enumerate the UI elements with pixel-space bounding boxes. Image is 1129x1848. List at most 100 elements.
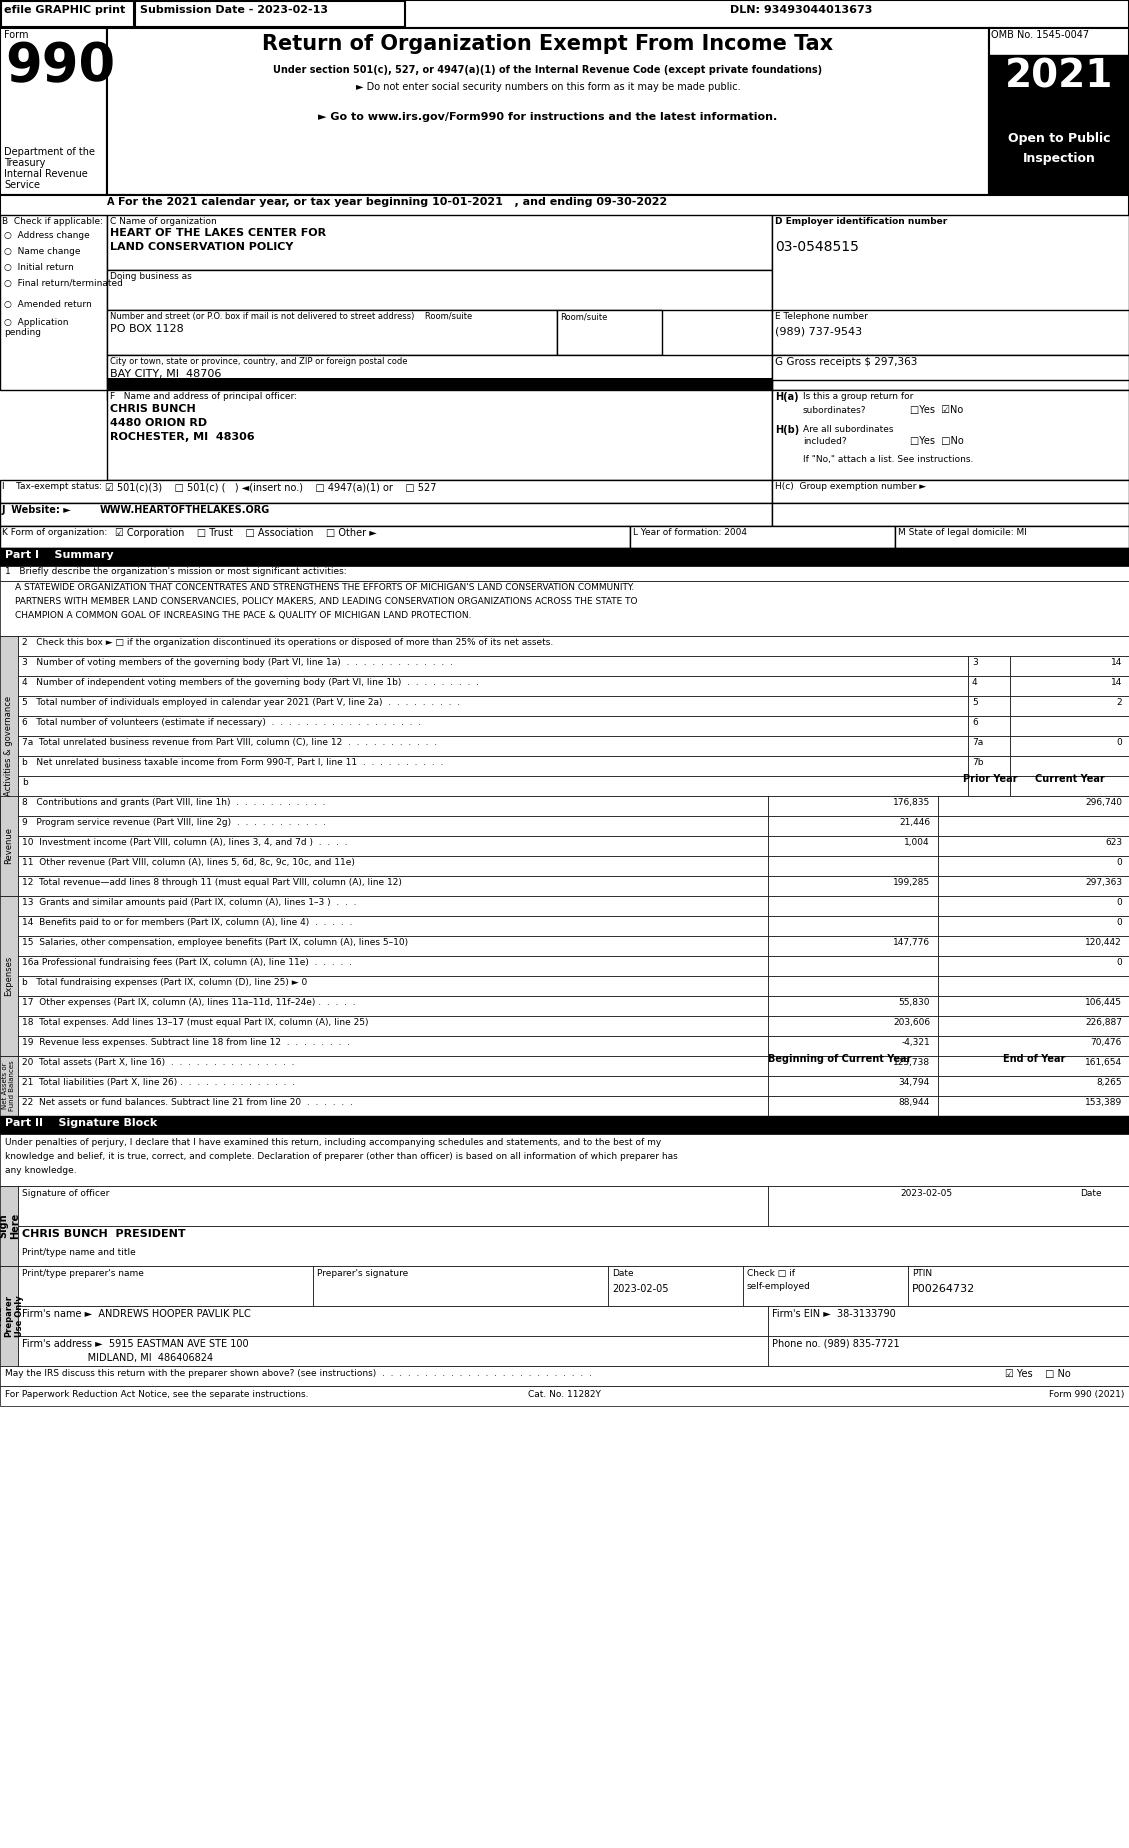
Text: 14: 14 bbox=[1111, 678, 1122, 687]
Text: 147,776: 147,776 bbox=[893, 939, 930, 946]
Bar bbox=[107, 310, 557, 355]
Bar bbox=[18, 917, 768, 935]
Bar bbox=[18, 856, 768, 876]
Bar bbox=[1010, 697, 1129, 715]
Text: 5: 5 bbox=[972, 699, 978, 708]
Text: Date: Date bbox=[612, 1270, 633, 1279]
Bar bbox=[768, 796, 938, 817]
Text: Are all subordinates: Are all subordinates bbox=[803, 425, 893, 434]
Text: 7b: 7b bbox=[972, 758, 983, 767]
Text: PO BOX 1128: PO BOX 1128 bbox=[110, 323, 184, 334]
Text: ○  Name change: ○ Name change bbox=[5, 248, 80, 257]
Bar bbox=[18, 776, 968, 796]
Bar bbox=[938, 976, 1129, 996]
Text: CHRIS BUNCH: CHRIS BUNCH bbox=[110, 405, 195, 414]
Text: Revenue: Revenue bbox=[5, 828, 14, 865]
Text: 88,944: 88,944 bbox=[899, 1098, 930, 1107]
Text: 8,265: 8,265 bbox=[1096, 1077, 1122, 1087]
Text: Activities & governance: Activities & governance bbox=[5, 697, 14, 796]
Bar bbox=[0, 196, 1129, 216]
Text: 3: 3 bbox=[972, 658, 978, 667]
Text: □Yes  ☑No: □Yes ☑No bbox=[910, 405, 963, 416]
Text: 14: 14 bbox=[1111, 658, 1122, 667]
Text: Internal Revenue: Internal Revenue bbox=[5, 168, 88, 179]
Text: 2   Check this box ► □ if the organization discontinued its operations or dispos: 2 Check this box ► □ if the organization… bbox=[21, 638, 553, 647]
Text: 22  Net assets or fund balances. Subtract line 21 from line 20  .  .  .  .  .  .: 22 Net assets or fund balances. Subtract… bbox=[21, 1098, 353, 1107]
Text: If "No," attach a list. See instructions.: If "No," attach a list. See instructions… bbox=[803, 455, 973, 464]
Bar bbox=[0, 1366, 1129, 1386]
Text: knowledge and belief, it is true, correct, and complete. Declaration of preparer: knowledge and belief, it is true, correc… bbox=[5, 1151, 677, 1161]
Text: End of Year: End of Year bbox=[1003, 1053, 1065, 1064]
Text: Sign
Here: Sign Here bbox=[0, 1212, 20, 1240]
Text: 2023-02-05: 2023-02-05 bbox=[612, 1284, 668, 1294]
Bar bbox=[1010, 676, 1129, 697]
Text: b   Total fundraising expenses (Part IX, column (D), line 25) ► 0: b Total fundraising expenses (Part IX, c… bbox=[21, 978, 307, 987]
Text: E Telephone number: E Telephone number bbox=[774, 312, 868, 322]
Text: For Paperwork Reduction Act Notice, see the separate instructions.: For Paperwork Reduction Act Notice, see … bbox=[5, 1390, 308, 1399]
Bar bbox=[18, 976, 768, 996]
Text: C Name of organization: C Name of organization bbox=[110, 216, 217, 225]
Bar bbox=[968, 715, 1010, 736]
Text: 623: 623 bbox=[1105, 837, 1122, 846]
Bar bbox=[772, 214, 1129, 390]
Bar bbox=[18, 1016, 768, 1037]
Bar bbox=[768, 955, 938, 976]
Text: H(b): H(b) bbox=[774, 425, 799, 434]
Bar bbox=[0, 636, 18, 856]
Text: Part II    Signature Block: Part II Signature Block bbox=[5, 1118, 157, 1127]
Bar bbox=[908, 1266, 1129, 1307]
Text: H(c)  Group exemption number ►: H(c) Group exemption number ► bbox=[774, 482, 926, 492]
Bar bbox=[968, 756, 1010, 776]
Bar bbox=[768, 1076, 938, 1096]
Bar bbox=[18, 1307, 768, 1336]
Text: self-employed: self-employed bbox=[747, 1283, 811, 1292]
Text: PARTNERS WITH MEMBER LAND CONSERVANCIES, POLICY MAKERS, AND LEADING CONSERVATION: PARTNERS WITH MEMBER LAND CONSERVANCIES,… bbox=[15, 597, 638, 606]
Text: Doing business as: Doing business as bbox=[110, 272, 192, 281]
Text: DLN: 93493044013673: DLN: 93493044013673 bbox=[730, 6, 873, 15]
Bar bbox=[938, 1096, 1129, 1116]
Bar bbox=[772, 480, 1129, 503]
Bar bbox=[0, 527, 630, 549]
Text: MIDLAND, MI  486406824: MIDLAND, MI 486406824 bbox=[21, 1353, 213, 1364]
Bar bbox=[1010, 736, 1129, 756]
Text: 7a: 7a bbox=[972, 737, 983, 747]
Bar bbox=[989, 55, 1129, 126]
Bar bbox=[557, 310, 662, 355]
Text: (989) 737-9543: (989) 737-9543 bbox=[774, 325, 863, 336]
Bar bbox=[0, 1186, 18, 1266]
Text: Current Year: Current Year bbox=[1035, 774, 1105, 784]
Bar bbox=[0, 214, 107, 390]
Text: Is this a group return for: Is this a group return for bbox=[803, 392, 913, 401]
Bar bbox=[18, 1336, 768, 1366]
Bar bbox=[989, 126, 1129, 196]
Bar bbox=[0, 0, 1129, 28]
Text: efile GRAPHIC print: efile GRAPHIC print bbox=[5, 6, 125, 15]
Bar bbox=[18, 876, 768, 896]
Text: Room/suite: Room/suite bbox=[560, 312, 607, 322]
Bar bbox=[989, 28, 1129, 196]
Text: F   Name and address of principal officer:: F Name and address of principal officer: bbox=[110, 392, 297, 401]
Text: 153,389: 153,389 bbox=[1085, 1098, 1122, 1107]
Bar bbox=[768, 935, 938, 955]
Bar bbox=[968, 676, 1010, 697]
Text: HEART OF THE LAKES CENTER FOR: HEART OF THE LAKES CENTER FOR bbox=[110, 227, 326, 238]
Text: A STATEWIDE ORGANIZATION THAT CONCENTRATES AND STRENGTHENS THE EFFORTS OF MICHIG: A STATEWIDE ORGANIZATION THAT CONCENTRAT… bbox=[15, 582, 634, 591]
Text: Expenses: Expenses bbox=[5, 955, 14, 996]
Bar bbox=[107, 390, 772, 480]
Bar bbox=[0, 480, 772, 503]
Text: 0: 0 bbox=[1117, 857, 1122, 867]
Text: LAND CONSERVATION POLICY: LAND CONSERVATION POLICY bbox=[110, 242, 294, 251]
Bar bbox=[18, 1076, 768, 1096]
Bar bbox=[107, 383, 772, 390]
Text: 296,740: 296,740 bbox=[1085, 798, 1122, 808]
Text: ☑ 501(c)(3)    □ 501(c) (   ) ◄(insert no.)    □ 4947(a)(1) or    □ 527: ☑ 501(c)(3) □ 501(c) ( ) ◄(insert no.) □… bbox=[105, 482, 437, 492]
Text: Firm's EIN ►  38-3133790: Firm's EIN ► 38-3133790 bbox=[772, 1308, 895, 1319]
Text: A: A bbox=[107, 198, 114, 207]
Bar bbox=[768, 1307, 1129, 1336]
Text: 6   Total number of volunteers (estimate if necessary)  .  .  .  .  .  .  .  .  : 6 Total number of volunteers (estimate i… bbox=[21, 719, 421, 726]
Text: □Yes  □No: □Yes □No bbox=[910, 436, 964, 445]
Text: 16a Professional fundraising fees (Part IX, column (A), line 11e)  .  .  .  .  .: 16a Professional fundraising fees (Part … bbox=[21, 957, 352, 967]
Bar bbox=[768, 1336, 1129, 1366]
Text: 9   Program service revenue (Part VIII, line 2g)  .  .  .  .  .  .  .  .  .  .  : 9 Program service revenue (Part VIII, li… bbox=[21, 819, 326, 828]
Bar bbox=[313, 1266, 609, 1307]
